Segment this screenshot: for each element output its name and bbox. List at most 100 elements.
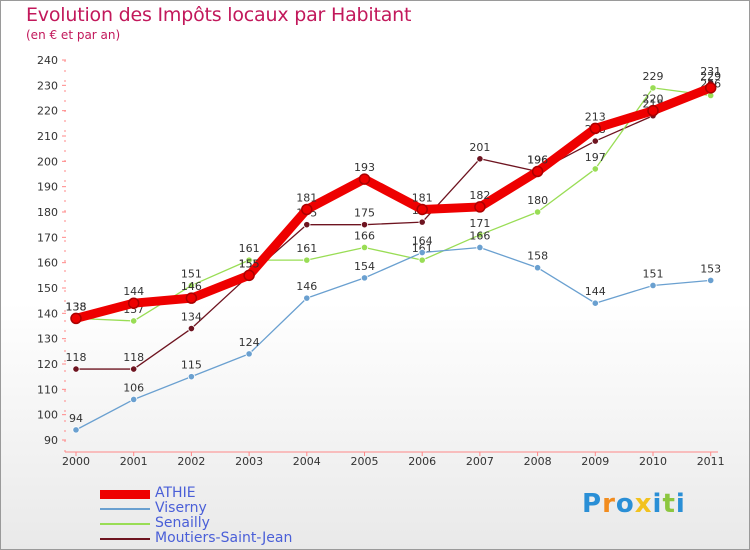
data-point-senailly [303, 256, 311, 264]
data-point-viserny [649, 281, 657, 290]
data-point-athie [474, 201, 486, 213]
data-point-moutiers-saint-jean [476, 155, 484, 163]
data-label-viserny: 94 [69, 412, 83, 425]
y-tick-label: 90 [44, 434, 58, 447]
series-line-moutiers-saint-jean [75, 82, 712, 370]
data-label-viserny: 164 [412, 235, 433, 248]
x-tick-label: 2001 [120, 455, 148, 468]
series-athie: 138 144 146 155 181 193 181 182 196 213 220 229 [66, 70, 721, 325]
logo-letter: i [652, 489, 663, 519]
data-label-athie: 193 [354, 161, 375, 174]
data-point-athie [358, 173, 371, 185]
data-point-viserny [187, 373, 195, 381]
logo-letter: r [602, 489, 616, 519]
data-point-senailly [533, 208, 542, 216]
legend-label-viserny: Viserny [155, 500, 207, 516]
data-label-viserny: 144 [585, 285, 606, 298]
data-point-athie [243, 269, 255, 282]
series-viserny: 94 106 115 124 146 154 164 166 158 144 151 153 [69, 229, 721, 434]
data-point-viserny [476, 243, 484, 252]
y-tick-label: 110 [37, 383, 58, 396]
data-label-senailly: 229 [643, 70, 664, 83]
data-point-athie [185, 292, 198, 304]
data-label-viserny: 153 [700, 262, 721, 275]
data-point-senailly [130, 317, 138, 325]
data-point-moutiers-saint-jean [360, 221, 369, 229]
data-label-athie: 138 [66, 300, 87, 313]
y-tick-label: 230 [37, 79, 58, 92]
x-tick-label: 2008 [524, 455, 552, 468]
data-point-viserny [533, 264, 542, 272]
data-point-viserny [707, 276, 715, 284]
x-tick-label: 2000 [62, 455, 90, 468]
data-point-moutiers-saint-jean [418, 218, 426, 226]
y-tick-label: 200 [37, 155, 58, 168]
data-label-senailly: 161 [296, 242, 317, 255]
data-point-viserny [130, 395, 138, 404]
y-tick-label: 180 [37, 206, 58, 219]
x-tick-label: 2010 [639, 455, 667, 468]
data-label-athie: 181 [296, 191, 317, 204]
legend-swatch-athie [100, 490, 150, 499]
data-label-moutiers-saint-jean: 118 [66, 351, 87, 364]
legend-swatch-moutiers [100, 538, 150, 540]
data-point-viserny [245, 350, 253, 358]
data-point-athie [127, 297, 140, 309]
chart-title: Evolution des Impôts locaux par Habitant [26, 4, 412, 26]
data-point-athie [70, 312, 82, 325]
x-tick-label: 2005 [351, 455, 379, 468]
series-line-viserny [75, 246, 712, 431]
x-tick-label: 2002 [177, 455, 205, 468]
data-point-moutiers-saint-jean [591, 137, 599, 145]
data-label-athie: 181 [412, 191, 433, 204]
data-label-viserny: 115 [181, 359, 202, 372]
data-label-senailly: 138 [66, 300, 87, 313]
data-label-athie: 229 [700, 70, 721, 83]
legend-label-moutiers: Moutiers-Saint-Jean [155, 530, 293, 546]
data-point-athie [301, 203, 313, 216]
series-moutiers-saint-jean: 118118134155175175176201196208218231 [66, 65, 721, 373]
data-point-moutiers-saint-jean [130, 365, 138, 373]
data-label-athie: 144 [123, 285, 144, 298]
data-point-moutiers-saint-jean [72, 365, 80, 373]
data-point-athie [704, 82, 717, 94]
data-label-viserny: 158 [527, 250, 548, 263]
data-label-viserny: 124 [239, 336, 260, 349]
data-label-senailly: 197 [585, 151, 606, 164]
data-point-senailly [360, 243, 369, 252]
data-label-viserny: 146 [296, 280, 317, 293]
logo-letter: x [634, 489, 653, 519]
data-point-viserny [72, 426, 80, 434]
data-label-athie: 220 [643, 93, 664, 106]
series-line-senailly [75, 87, 712, 322]
y-tick-label: 140 [37, 307, 58, 320]
y-tick-label: 240 [37, 54, 58, 67]
x-tick-label: 2006 [408, 455, 436, 468]
x-tick-label: 2003 [235, 455, 263, 468]
logo-letter: i [675, 489, 686, 519]
y-tick-label: 130 [37, 333, 58, 346]
y-tick-label: 190 [37, 181, 58, 194]
data-point-athie [647, 104, 659, 117]
logo-letter: o [615, 489, 635, 519]
y-tick-label: 210 [37, 130, 58, 143]
x-tick-label: 2007 [466, 455, 494, 468]
y-tick-label: 170 [37, 231, 58, 244]
data-label-moutiers-saint-jean: 134 [181, 311, 202, 324]
data-label-athie: 182 [469, 189, 490, 202]
data-point-senailly [649, 84, 657, 92]
data-point-viserny [303, 294, 311, 302]
data-label-athie: 146 [181, 280, 202, 293]
data-point-moutiers-saint-jean [303, 221, 311, 229]
data-point-senailly [418, 256, 426, 264]
x-tick-label: 2004 [293, 455, 321, 468]
data-label-viserny: 106 [123, 381, 144, 394]
data-point-athie [589, 122, 602, 135]
data-point-viserny [418, 248, 426, 257]
data-label-senailly: 171 [469, 217, 490, 230]
y-tick-label: 220 [37, 105, 58, 118]
data-point-senailly [476, 231, 484, 239]
logo-letter: t [662, 489, 676, 519]
